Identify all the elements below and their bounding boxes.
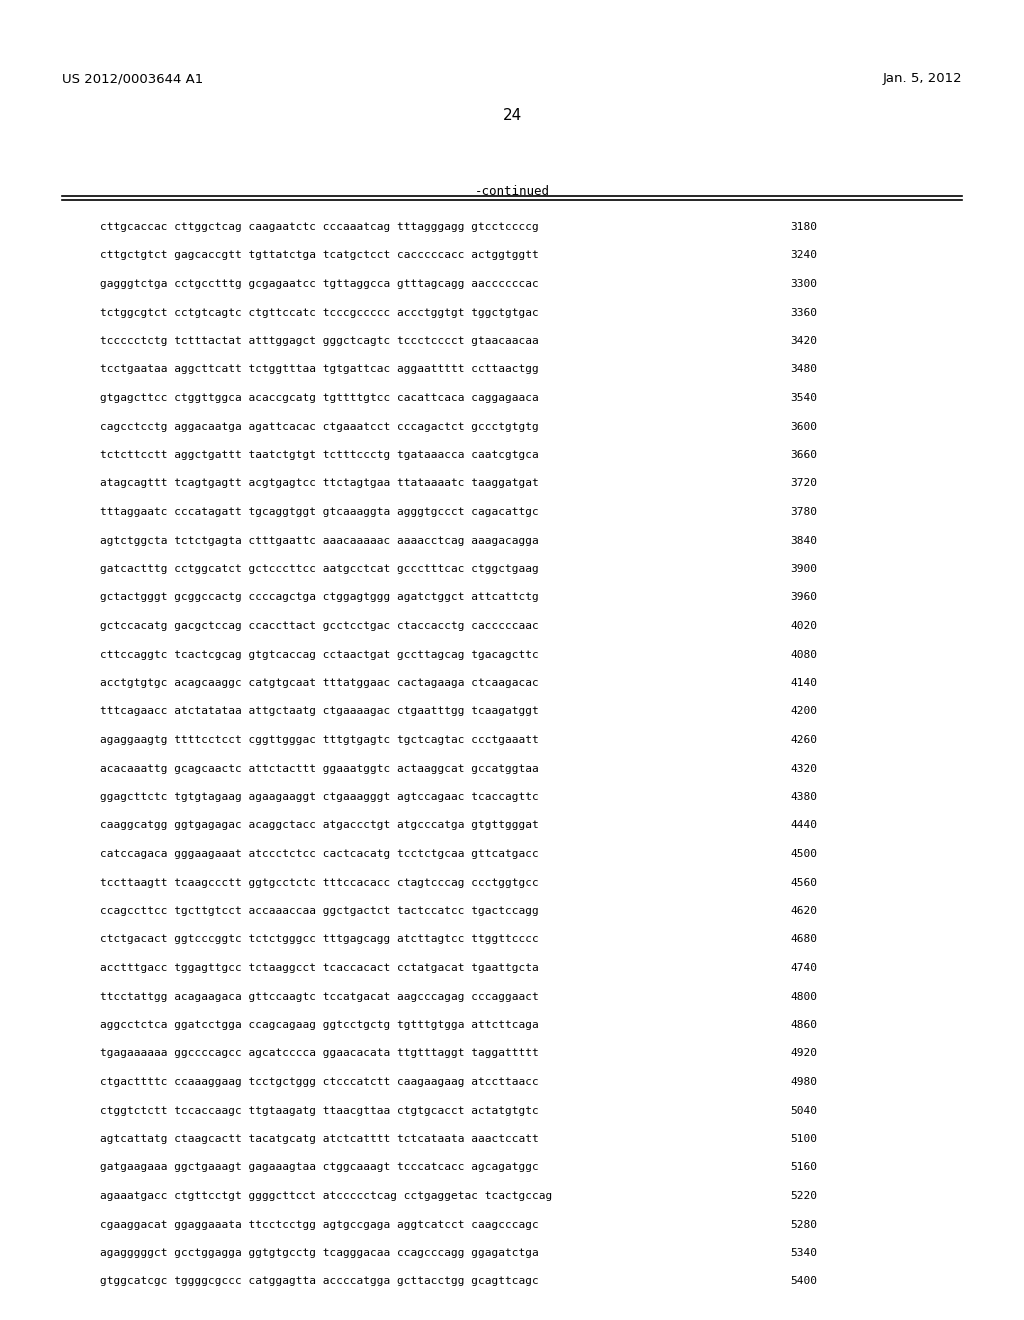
Text: 3420: 3420 bbox=[790, 337, 817, 346]
Text: gctactgggt gcggccactg ccccagctga ctggagtggg agatctggct attcattctg: gctactgggt gcggccactg ccccagctga ctggagt… bbox=[100, 593, 539, 602]
Text: 24: 24 bbox=[503, 108, 521, 123]
Text: gatcactttg cctggcatct gctcccttcc aatgcctcat gccctttcac ctggctgaag: gatcactttg cctggcatct gctcccttcc aatgcct… bbox=[100, 564, 539, 574]
Text: 4860: 4860 bbox=[790, 1020, 817, 1030]
Text: 4800: 4800 bbox=[790, 991, 817, 1002]
Text: 4140: 4140 bbox=[790, 678, 817, 688]
Text: 4320: 4320 bbox=[790, 763, 817, 774]
Text: tctcttcctt aggctgattt taatctgtgt tctttccctg tgataaacca caatcgtgca: tctcttcctt aggctgattt taatctgtgt tctttcc… bbox=[100, 450, 539, 459]
Text: tcctgaataa aggcttcatt tctggtttaa tgtgattcac aggaattttt ccttaactgg: tcctgaataa aggcttcatt tctggtttaa tgtgatt… bbox=[100, 364, 539, 375]
Text: 3300: 3300 bbox=[790, 279, 817, 289]
Text: 4440: 4440 bbox=[790, 821, 817, 830]
Text: gatgaagaaa ggctgaaagt gagaaagtaa ctggcaaagt tcccatcacc agcagatggc: gatgaagaaa ggctgaaagt gagaaagtaa ctggcaa… bbox=[100, 1163, 539, 1172]
Text: cagcctcctg aggacaatga agattcacac ctgaaatcct cccagactct gccctgtgtg: cagcctcctg aggacaatga agattcacac ctgaaat… bbox=[100, 421, 539, 432]
Text: gctccacatg gacgctccag ccaccttact gcctcctgac ctaccacctg cacccccaac: gctccacatg gacgctccag ccaccttact gcctcct… bbox=[100, 620, 539, 631]
Text: cgaaggacat ggaggaaata ttcctcctgg agtgccgaga aggtcatcct caagcccagc: cgaaggacat ggaggaaata ttcctcctgg agtgccg… bbox=[100, 1220, 539, 1229]
Text: 3900: 3900 bbox=[790, 564, 817, 574]
Text: 5400: 5400 bbox=[790, 1276, 817, 1287]
Text: ctctgacact ggtcccggtc tctctgggcc tttgagcagg atcttagtcc ttggttcccc: ctctgacact ggtcccggtc tctctgggcc tttgagc… bbox=[100, 935, 539, 945]
Text: 4620: 4620 bbox=[790, 906, 817, 916]
Text: cttccaggtc tcactcgcag gtgtcaccag cctaactgat gccttagcag tgacagcttc: cttccaggtc tcactcgcag gtgtcaccag cctaact… bbox=[100, 649, 539, 660]
Text: 3660: 3660 bbox=[790, 450, 817, 459]
Text: US 2012/0003644 A1: US 2012/0003644 A1 bbox=[62, 73, 203, 84]
Text: tgagaaaaaa ggccccagcc agcatcccca ggaacacata ttgtttaggt taggattttt: tgagaaaaaa ggccccagcc agcatcccca ggaacac… bbox=[100, 1048, 539, 1059]
Text: 3960: 3960 bbox=[790, 593, 817, 602]
Text: caaggcatgg ggtgagagac acaggctacc atgaccctgt atgcccatga gtgttgggat: caaggcatgg ggtgagagac acaggctacc atgaccc… bbox=[100, 821, 539, 830]
Text: 4500: 4500 bbox=[790, 849, 817, 859]
Text: tccccctctg tctttactat atttggagct gggctcagtc tccctcccct gtaacaacaa: tccccctctg tctttactat atttggagct gggctca… bbox=[100, 337, 539, 346]
Text: gtggcatcgc tggggcgccc catggagtta accccatgga gcttacctgg gcagttcagc: gtggcatcgc tggggcgccc catggagtta accccat… bbox=[100, 1276, 539, 1287]
Text: acctgtgtgc acagcaaggc catgtgcaat tttatggaac cactagaaga ctcaagacac: acctgtgtgc acagcaaggc catgtgcaat tttatgg… bbox=[100, 678, 539, 688]
Text: ccagccttcc tgcttgtcct accaaaccaa ggctgactct tactccatcc tgactccagg: ccagccttcc tgcttgtcct accaaaccaa ggctgac… bbox=[100, 906, 539, 916]
Text: 4020: 4020 bbox=[790, 620, 817, 631]
Text: tctggcgtct cctgtcagtc ctgttccatc tcccgccccc accctggtgt tggctgtgac: tctggcgtct cctgtcagtc ctgttccatc tcccgcc… bbox=[100, 308, 539, 318]
Text: ggagcttctc tgtgtagaag agaagaaggt ctgaaagggt agtccagaac tcaccagttc: ggagcttctc tgtgtagaag agaagaaggt ctgaaag… bbox=[100, 792, 539, 803]
Text: agtcattatg ctaagcactt tacatgcatg atctcatttt tctcataata aaactccatt: agtcattatg ctaagcactt tacatgcatg atctcat… bbox=[100, 1134, 539, 1144]
Text: 5280: 5280 bbox=[790, 1220, 817, 1229]
Text: Jan. 5, 2012: Jan. 5, 2012 bbox=[883, 73, 962, 84]
Text: 4200: 4200 bbox=[790, 706, 817, 717]
Text: 4740: 4740 bbox=[790, 964, 817, 973]
Text: 5040: 5040 bbox=[790, 1106, 817, 1115]
Text: ctggtctctt tccaccaagc ttgtaagatg ttaacgttaa ctgtgcacct actatgtgtc: ctggtctctt tccaccaagc ttgtaagatg ttaacgt… bbox=[100, 1106, 539, 1115]
Text: 5100: 5100 bbox=[790, 1134, 817, 1144]
Text: agagggggct gcctggagga ggtgtgcctg tcagggacaa ccagcccagg ggagatctga: agagggggct gcctggagga ggtgtgcctg tcaggga… bbox=[100, 1247, 539, 1258]
Text: agtctggcta tctctgagta ctttgaattc aaacaaaaac aaaacctcag aaagacagga: agtctggcta tctctgagta ctttgaattc aaacaaa… bbox=[100, 536, 539, 545]
Text: 3780: 3780 bbox=[790, 507, 817, 517]
Text: 5160: 5160 bbox=[790, 1163, 817, 1172]
Text: 4560: 4560 bbox=[790, 878, 817, 887]
Text: 5340: 5340 bbox=[790, 1247, 817, 1258]
Text: tttaggaatc cccatagatt tgcaggtggt gtcaaaggta agggtgccct cagacattgc: tttaggaatc cccatagatt tgcaggtggt gtcaaag… bbox=[100, 507, 539, 517]
Text: agaggaagtg ttttcctcct cggttgggac tttgtgagtc tgctcagtac ccctgaaatt: agaggaagtg ttttcctcct cggttgggac tttgtga… bbox=[100, 735, 539, 744]
Text: 3480: 3480 bbox=[790, 364, 817, 375]
Text: tccttaagtt tcaagccctt ggtgcctctc tttccacacc ctagtcccag ccctggtgcc: tccttaagtt tcaagccctt ggtgcctctc tttccac… bbox=[100, 878, 539, 887]
Text: tttcagaacc atctatataa attgctaatg ctgaaaagac ctgaatttgg tcaagatggt: tttcagaacc atctatataa attgctaatg ctgaaaa… bbox=[100, 706, 539, 717]
Text: 4680: 4680 bbox=[790, 935, 817, 945]
Text: 3540: 3540 bbox=[790, 393, 817, 403]
Text: 5220: 5220 bbox=[790, 1191, 817, 1201]
Text: 3720: 3720 bbox=[790, 479, 817, 488]
Text: 4980: 4980 bbox=[790, 1077, 817, 1086]
Text: ttcctattgg acagaagaca gttccaagtc tccatgacat aagcccagag cccaggaact: ttcctattgg acagaagaca gttccaagtc tccatga… bbox=[100, 991, 539, 1002]
Text: 3360: 3360 bbox=[790, 308, 817, 318]
Text: 4920: 4920 bbox=[790, 1048, 817, 1059]
Text: 3240: 3240 bbox=[790, 251, 817, 260]
Text: aggcctctca ggatcctgga ccagcagaag ggtcctgctg tgtttgtgga attcttcaga: aggcctctca ggatcctgga ccagcagaag ggtcctg… bbox=[100, 1020, 539, 1030]
Text: acacaaattg gcagcaactc attctacttt ggaaatggtc actaaggcat gccatggtaa: acacaaattg gcagcaactc attctacttt ggaaatg… bbox=[100, 763, 539, 774]
Text: 3600: 3600 bbox=[790, 421, 817, 432]
Text: cttgctgtct gagcaccgtt tgttatctga tcatgctcct cacccccacc actggtggtt: cttgctgtct gagcaccgtt tgttatctga tcatgct… bbox=[100, 251, 539, 260]
Text: 4080: 4080 bbox=[790, 649, 817, 660]
Text: atagcagttt tcagtgagtt acgtgagtcc ttctagtgaa ttataaaatc taaggatgat: atagcagttt tcagtgagtt acgtgagtcc ttctagt… bbox=[100, 479, 539, 488]
Text: 4260: 4260 bbox=[790, 735, 817, 744]
Text: 3840: 3840 bbox=[790, 536, 817, 545]
Text: -continued: -continued bbox=[474, 185, 550, 198]
Text: 4380: 4380 bbox=[790, 792, 817, 803]
Text: ctgacttttc ccaaaggaag tcctgctggg ctcccatctt caagaagaag atccttaacc: ctgacttttc ccaaaggaag tcctgctggg ctcccat… bbox=[100, 1077, 539, 1086]
Text: gagggtctga cctgcctttg gcgagaatcc tgttaggcca gtttagcagg aaccccccac: gagggtctga cctgcctttg gcgagaatcc tgttagg… bbox=[100, 279, 539, 289]
Text: catccagaca gggaagaaat atccctctcc cactcacatg tcctctgcaa gttcatgacc: catccagaca gggaagaaat atccctctcc cactcac… bbox=[100, 849, 539, 859]
Text: 3180: 3180 bbox=[790, 222, 817, 232]
Text: acctttgacc tggagttgcc tctaaggcct tcaccacact cctatgacat tgaattgcta: acctttgacc tggagttgcc tctaaggcct tcaccac… bbox=[100, 964, 539, 973]
Text: gtgagcttcc ctggttggca acaccgcatg tgttttgtcc cacattcaca caggagaaca: gtgagcttcc ctggttggca acaccgcatg tgttttg… bbox=[100, 393, 539, 403]
Text: agaaatgacc ctgttcctgt ggggcttcct atccccctcag cctgaggetac tcactgccag: agaaatgacc ctgttcctgt ggggcttcct atccccc… bbox=[100, 1191, 552, 1201]
Text: cttgcaccac cttggctcag caagaatctc cccaaatcag tttagggagg gtcctccccg: cttgcaccac cttggctcag caagaatctc cccaaat… bbox=[100, 222, 539, 232]
